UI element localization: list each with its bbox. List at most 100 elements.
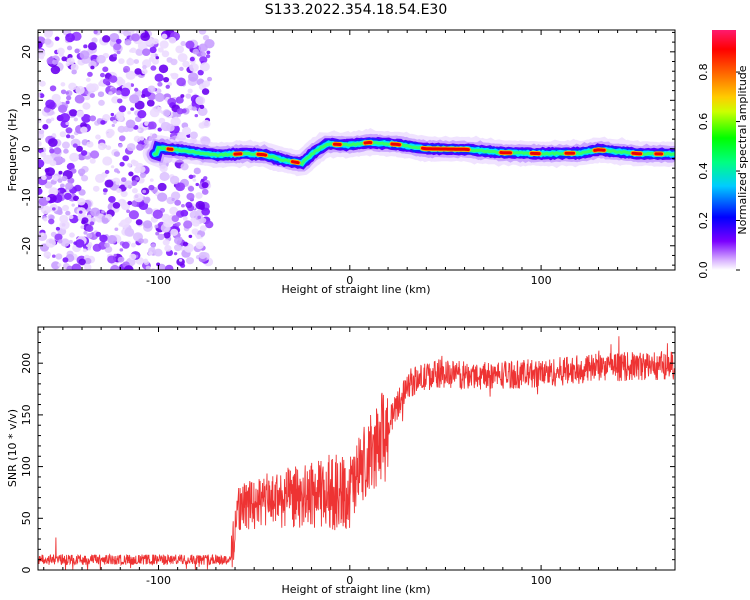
noise-blob (82, 102, 91, 110)
noise-blob (66, 57, 75, 65)
noise-blob (52, 175, 59, 181)
bottom-y-axis-label: SNR (10 * v/v) (6, 409, 19, 487)
noise-blob (54, 233, 63, 241)
noise-blob (149, 108, 160, 118)
noise-blob (38, 187, 43, 195)
noise-blob (95, 134, 101, 140)
y-tick-label: 100 (20, 456, 33, 477)
noise-blob (44, 168, 50, 173)
noise-blob (118, 58, 125, 65)
ridge-hot-core (390, 142, 401, 147)
noise-blob (175, 96, 184, 104)
noise-blob (133, 59, 140, 64)
noise-blob (140, 32, 150, 42)
noise-blob (86, 232, 93, 239)
noise-blob (164, 245, 172, 252)
noise-blob (118, 143, 123, 148)
noise-blob (116, 188, 122, 194)
noise-blob (89, 115, 97, 122)
noise-blob (87, 247, 92, 251)
noise-blob (59, 183, 65, 188)
noise-blob (180, 40, 187, 47)
noise-blob (180, 209, 189, 217)
noise-blob (201, 207, 211, 216)
noise-blob (121, 177, 127, 183)
noise-blob (65, 121, 70, 126)
noise-blob (134, 68, 142, 75)
noise-blob (199, 56, 208, 64)
noise-blob (102, 78, 110, 85)
noise-blob (59, 189, 64, 193)
noise-blob (132, 160, 139, 167)
noise-blob (161, 33, 168, 39)
noise-blob (69, 109, 78, 117)
noise-blob (124, 265, 134, 270)
noise-blob (118, 222, 123, 227)
noise-blob (46, 208, 51, 213)
noise-blob (169, 175, 180, 185)
noise-blob (142, 48, 151, 57)
noise-blob (143, 198, 150, 204)
noise-blob (74, 48, 80, 54)
noise-blob (103, 192, 107, 196)
chart-title: S133.2022.354.18.54.E30 (265, 2, 448, 18)
noise-blob (83, 44, 88, 49)
colorbar-tick-label: 0.4 (697, 162, 710, 180)
ridge-hot-core (631, 151, 643, 156)
noise-blob (186, 257, 195, 265)
noise-blob (57, 104, 68, 114)
x-tick-label: 100 (531, 574, 552, 587)
noise-blob (168, 36, 177, 44)
top-x-axis-label: Height of straight line (km) (281, 283, 430, 296)
noise-blob (56, 158, 61, 163)
noise-blob (180, 94, 185, 98)
noise-blob (70, 63, 79, 72)
noise-blob (137, 128, 141, 132)
noise-blob (102, 156, 113, 166)
noise-blob (203, 176, 208, 181)
noise-blob (145, 265, 151, 270)
noise-blob (135, 48, 144, 56)
noise-blob (49, 159, 57, 167)
noise-blob (162, 239, 170, 246)
noise-blob (192, 48, 200, 55)
noise-blob (149, 46, 157, 54)
noise-blob (44, 38, 52, 45)
noise-blob (38, 49, 46, 59)
top-y-axis-label: Frequency (Hz) (6, 109, 19, 192)
noise-blob (164, 264, 174, 270)
noise-blob (46, 193, 57, 203)
noise-blob (107, 235, 117, 245)
noise-blob (170, 228, 179, 236)
noise-blob (102, 188, 108, 193)
noise-blob (118, 78, 126, 85)
noise-blob (62, 204, 70, 212)
noise-blob (196, 234, 202, 240)
noise-blob (81, 174, 89, 182)
noise-blob (159, 171, 170, 182)
noise-blob (150, 53, 156, 58)
noise-blob (175, 182, 186, 192)
noise-blob (90, 207, 101, 217)
x-tick-label: 0 (346, 274, 353, 287)
snr-series-line (38, 336, 675, 570)
noise-blob (125, 70, 136, 80)
noise-blob (119, 161, 125, 167)
noise-blob (38, 232, 48, 242)
noise-blob (174, 237, 182, 245)
noise-blob (85, 225, 94, 233)
noise-blob (148, 184, 155, 191)
noise-blob (68, 214, 74, 220)
noise-blob (143, 258, 149, 263)
noise-blob (163, 218, 173, 228)
noise-blob (129, 49, 133, 53)
noise-blob (50, 117, 55, 121)
noise-blob (42, 124, 49, 130)
noise-blob (117, 256, 125, 263)
noise-blob (61, 175, 68, 182)
noise-blob (188, 72, 199, 82)
noise-blob (188, 174, 194, 180)
noise-blob (131, 188, 138, 194)
y-tick-label: 0 (20, 567, 33, 574)
noise-blob (93, 30, 98, 35)
